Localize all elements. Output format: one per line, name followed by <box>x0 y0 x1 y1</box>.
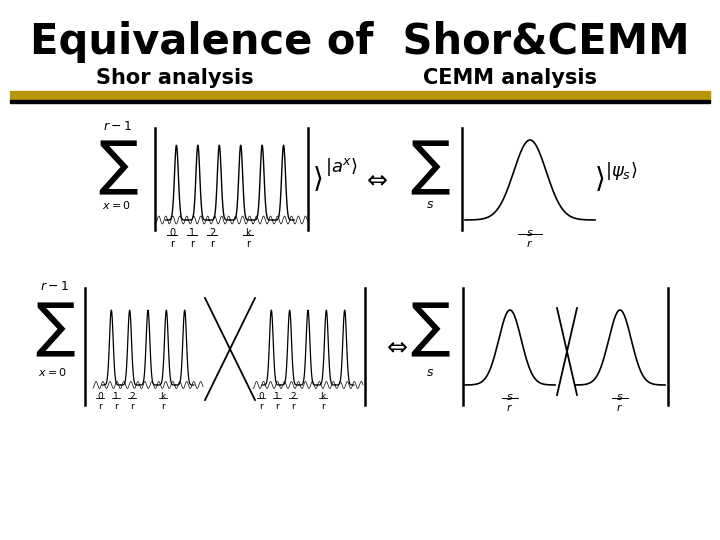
Text: k: k <box>246 228 251 238</box>
Text: r: r <box>291 402 295 411</box>
Text: r: r <box>190 239 194 249</box>
Text: $\sum$: $\sum$ <box>35 301 76 359</box>
Bar <box>10 91 710 100</box>
Text: r: r <box>259 402 263 411</box>
Text: k: k <box>161 392 166 401</box>
Text: Shor analysis: Shor analysis <box>96 68 254 88</box>
Text: r: r <box>246 239 250 249</box>
Text: 1: 1 <box>113 392 119 401</box>
Text: 2: 2 <box>290 392 296 401</box>
Text: k: k <box>320 392 325 401</box>
Text: r: r <box>130 402 134 411</box>
Text: 2: 2 <box>209 228 215 238</box>
Text: $\rangle$: $\rangle$ <box>594 165 604 193</box>
Text: r: r <box>170 239 174 249</box>
Text: 0: 0 <box>97 392 103 401</box>
Text: $x=0$: $x=0$ <box>38 366 67 378</box>
Text: r: r <box>161 402 165 411</box>
Text: $\Leftrightarrow$: $\Leftrightarrow$ <box>361 167 388 191</box>
Text: r: r <box>98 402 102 411</box>
Text: $\sum$: $\sum$ <box>410 139 450 197</box>
Text: $s$: $s$ <box>426 366 434 379</box>
Text: 1: 1 <box>189 228 195 238</box>
Text: r: r <box>275 402 279 411</box>
Text: $\sum$: $\sum$ <box>410 301 450 359</box>
Text: $s$: $s$ <box>426 199 434 212</box>
Text: Equivalence of  Shor&CEMM: Equivalence of Shor&CEMM <box>30 21 690 63</box>
Text: r: r <box>210 239 214 249</box>
Text: $s$: $s$ <box>526 228 534 238</box>
Text: $r$: $r$ <box>616 402 624 413</box>
Text: $\Leftrightarrow$: $\Leftrightarrow$ <box>382 334 408 359</box>
Text: r: r <box>114 402 118 411</box>
Text: 2: 2 <box>129 392 135 401</box>
Text: $r$: $r$ <box>506 402 513 413</box>
Text: $\rangle$: $\rangle$ <box>312 165 323 193</box>
Text: 0: 0 <box>169 228 175 238</box>
Text: r: r <box>321 402 325 411</box>
Text: $x=0$: $x=0$ <box>102 199 131 211</box>
Text: $|a^x\rangle$: $|a^x\rangle$ <box>325 156 359 178</box>
Text: CEMM analysis: CEMM analysis <box>423 68 597 88</box>
Text: $s$: $s$ <box>506 392 514 402</box>
Text: $r$: $r$ <box>526 238 534 249</box>
Text: 0: 0 <box>258 392 264 401</box>
Text: $\sum$: $\sum$ <box>98 139 138 197</box>
Text: 1: 1 <box>274 392 280 401</box>
Bar <box>10 100 710 103</box>
Text: $|\psi_s\rangle$: $|\psi_s\rangle$ <box>605 160 637 182</box>
Text: $s$: $s$ <box>616 392 624 402</box>
Text: $r-1$: $r-1$ <box>104 119 132 132</box>
Text: $r-1$: $r-1$ <box>40 280 70 293</box>
